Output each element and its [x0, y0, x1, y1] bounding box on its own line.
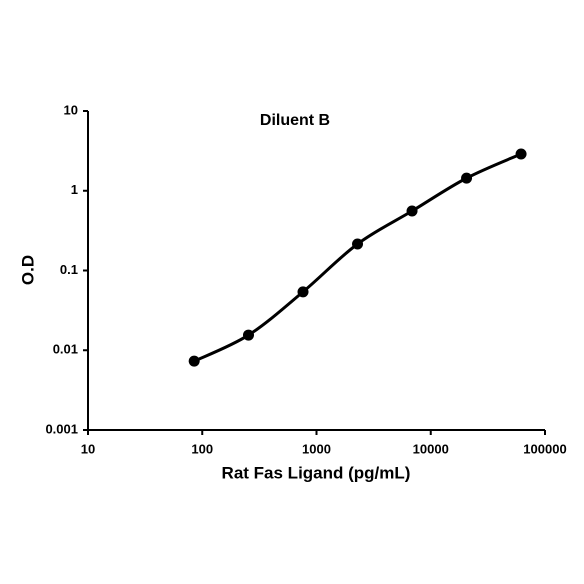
y-tick-label: 10 [64, 102, 78, 117]
x-tick-label: 100000 [523, 441, 566, 456]
x-tick-label: 10000 [413, 441, 449, 456]
y-tick-label: 0.1 [60, 262, 78, 277]
data-point [461, 172, 473, 184]
data-point [515, 148, 527, 160]
chart-title: Diluent B [260, 112, 330, 129]
x-tick-label: 10 [81, 441, 95, 456]
data-point [297, 286, 309, 298]
x-axis-label: Rat Fas Ligand (pg/mL) [222, 463, 411, 482]
x-tick-label: 100 [191, 441, 213, 456]
y-axis-label: O.D [18, 255, 37, 285]
data-point [243, 329, 255, 341]
data-point [352, 238, 364, 250]
data-point [188, 355, 200, 367]
data-point [406, 205, 418, 217]
y-tick-label: 0.01 [53, 342, 78, 357]
y-tick-label: 0.001 [45, 421, 78, 436]
x-tick-label: 1000 [302, 441, 331, 456]
y-tick-label: 1 [71, 182, 78, 197]
